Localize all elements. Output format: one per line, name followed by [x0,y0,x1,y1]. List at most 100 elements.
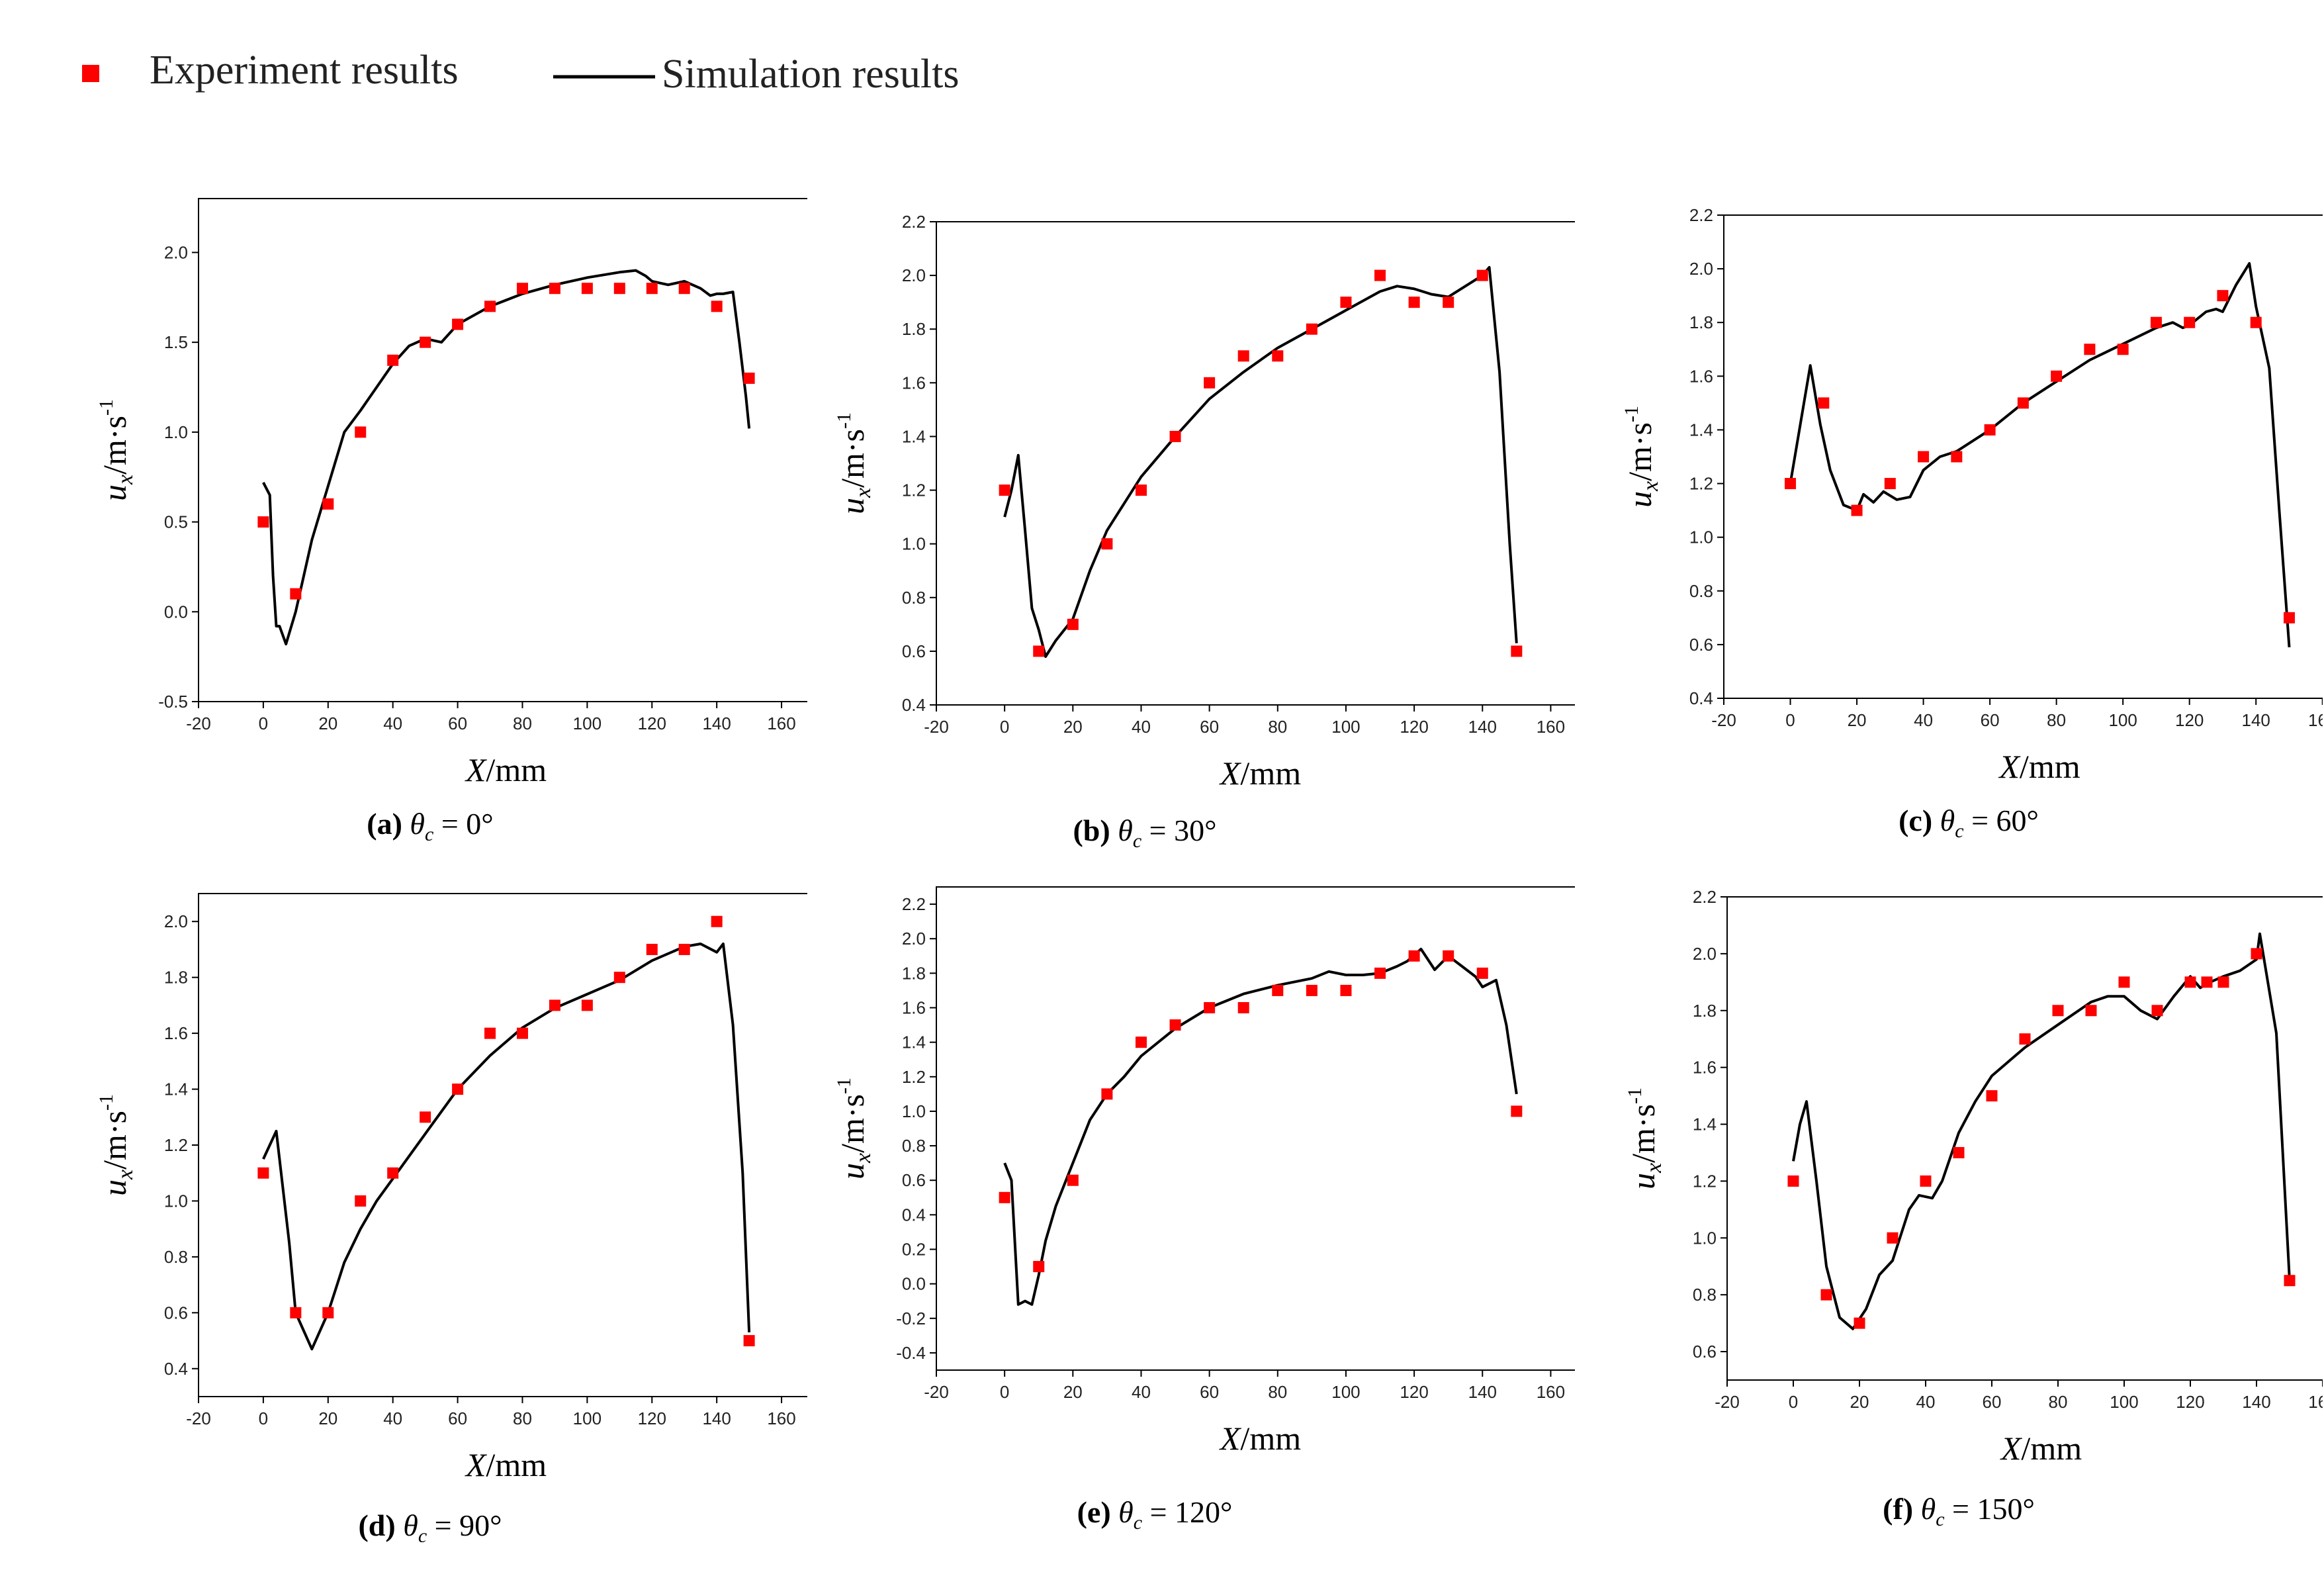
plot-frame [1723,214,2323,699]
experiment-point [1884,478,1896,490]
simulation-series-line [1003,947,1518,1306]
x-tick-label: 80 [2049,1392,2068,1412]
y-tick-label: -0.2 [896,1309,926,1328]
experiment-point [420,1111,431,1123]
experiment-point [1067,618,1079,630]
experiment-point [1306,323,1318,335]
y-tick-label: 2.2 [1693,887,1717,907]
x-tick-label: -20 [186,1408,211,1428]
x-tick-label: 40 [1132,717,1151,737]
experiment-point [2150,316,2162,328]
experiment-point [257,516,269,528]
x-tick-label: 80 [2047,710,2066,730]
x-tick-label: 140 [1468,717,1497,737]
experiment-point [2051,370,2063,382]
simulation-series-line [1789,262,2291,648]
experiment-point [1854,1317,1865,1329]
x-tick-label: 40 [383,714,402,733]
y-tick-label: 0.6 [902,1170,926,1190]
x-tick-label: 120 [638,1408,666,1428]
experiment-point [549,283,560,295]
experiment-point [613,972,625,984]
experiment-point [678,283,690,295]
x-tick-label: 140 [702,714,731,733]
x-axis-label: X/mm [1219,755,1301,792]
panel-caption: (b) θc = 30° [1073,813,1216,852]
experiment-point [1237,1002,1249,1013]
x-tick-label: 140 [2242,1392,2270,1412]
y-tick-label: 1.2 [164,1135,188,1155]
legend-simulation-label: Simulation results [662,52,960,97]
y-tick-label: 1.6 [902,373,926,392]
experiment-point [646,943,658,955]
experiment-point [2085,1005,2097,1017]
x-tick-label: 0 [1000,1382,1009,1402]
y-tick-label: 0.8 [1689,581,1713,601]
x-tick-label: 100 [573,1408,602,1428]
experiment-point [1408,950,1420,962]
x-tick-label: 40 [383,1408,402,1428]
x-tick-label: 100 [1331,1382,1360,1402]
experiment-point [2217,290,2229,302]
x-axis-label: X/mm [1998,748,2080,785]
experiment-point [452,318,464,330]
y-tick-label: 1.5 [164,332,188,352]
y-tick-label: 1.8 [164,968,188,988]
experiment-point [549,999,560,1011]
experiment-point [1306,984,1318,996]
panel-caption: (a) θc = 0° [367,807,493,841]
experiment-point [387,354,399,366]
y-tick-label: 0.5 [164,512,188,532]
y-tick-label: 0.4 [902,1205,926,1224]
experiment-point [2184,976,2196,988]
panel-caption: (d) θc = 90° [358,1508,502,1542]
y-axis-label: ux/m·s-1 [1621,406,1663,508]
experiment-point [678,943,690,955]
y-tick-label: 0.8 [1693,1285,1717,1305]
experiment-point [516,283,528,295]
y-tick-label: 2.0 [1693,944,1717,964]
y-tick-label: 0.6 [1689,635,1713,655]
experiment-point [1374,967,1386,979]
experiment-point [1443,950,1454,962]
experiment-point [452,1084,464,1095]
experiment-point [2118,976,2130,988]
experiment-point [420,336,431,348]
experiment-point [2117,344,2129,355]
experiment-point [1984,424,1996,436]
experiment-point [1135,485,1147,496]
x-tick-label: 0 [1785,710,1795,730]
x-tick-label: 120 [638,714,666,733]
y-tick-label: 2.0 [164,242,188,262]
y-axis-label: ux/m·s-1 [95,1094,138,1196]
x-tick-label: 140 [1468,1382,1497,1402]
y-axis-label: ux/m·s-1 [95,399,138,501]
x-tick-label: 20 [1063,1382,1083,1402]
experiment-point [1851,504,1863,516]
experiment-point [1237,350,1249,362]
x-tick-label: 40 [1914,710,1933,730]
y-tick-label: 1.0 [164,1191,188,1211]
y-tick-label: 2.2 [902,212,926,232]
experiment-point [322,1307,334,1318]
plot-frame [198,198,807,702]
y-tick-label: 1.6 [902,998,926,1018]
experiment-point [290,1307,302,1318]
experiment-point [1135,1037,1147,1048]
x-tick-label: 0 [1789,1392,1798,1412]
panel-caption: (f) θc = 150° [1883,1492,2035,1530]
experiment-point [613,283,625,295]
experiment-point [1169,1019,1181,1031]
y-tick-label: 1.4 [902,426,926,446]
experiment-point [1374,269,1386,281]
x-tick-label: 0 [1000,717,1009,737]
x-tick-label: 100 [2110,1392,2138,1412]
x-tick-label: -20 [186,714,211,733]
experiment-point [2052,1005,2064,1017]
x-tick-label: 60 [1983,1392,2002,1412]
experiment-point [1340,297,1352,308]
experiment-point [355,1195,367,1207]
simulation-series-line [262,943,751,1351]
experiment-point [1820,1289,1832,1301]
y-tick-label: 0.4 [1689,688,1713,708]
